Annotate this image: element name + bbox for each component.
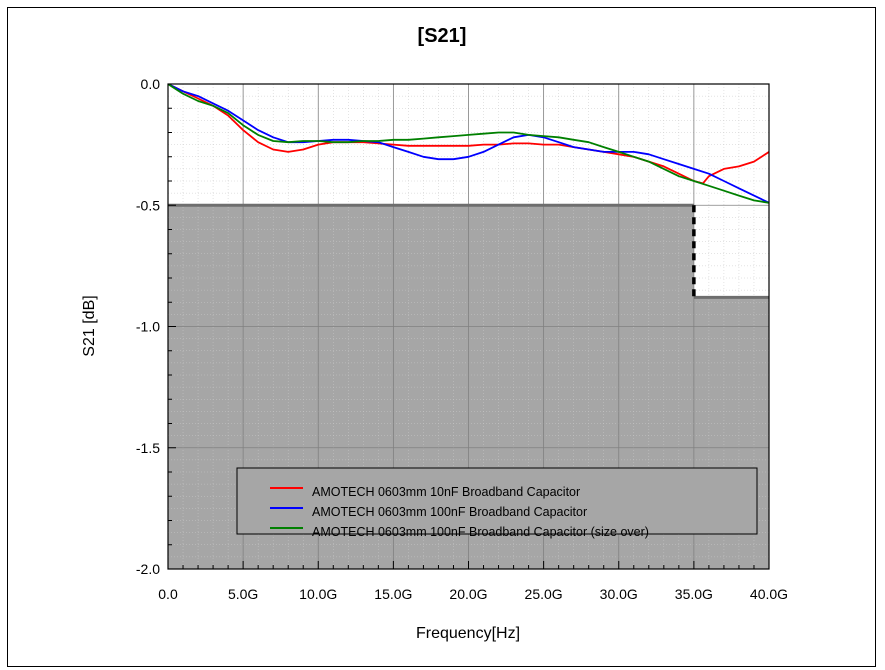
x-tick-label: 30.0G <box>600 586 638 602</box>
x-tick-label: 20.0G <box>449 586 487 602</box>
legend-box <box>236 467 758 535</box>
series-line-2 <box>168 84 769 204</box>
y-axis-ticks: 0.0 -0.5 -1.0 -1.5 -2.0 <box>136 76 176 577</box>
series-lines <box>168 84 769 204</box>
legend: AMOTECH 0603mm 10nF Broadband Capacitor A… <box>236 467 758 539</box>
legend-label-1: AMOTECH 0603mm 10nF Broadband Capacitor <box>312 485 580 499</box>
y-tick-label: -1.5 <box>136 440 160 456</box>
x-tick-label: 40.0G <box>750 586 788 602</box>
x-tick-label: 10.0G <box>299 586 337 602</box>
y-tick-label: -1.0 <box>136 319 160 335</box>
x-tick-label: 15.0G <box>374 586 412 602</box>
x-tick-label: 0.0 <box>158 586 178 602</box>
legend-label-2: AMOTECH 0603mm 100nF Broadband Capacitor <box>312 505 587 519</box>
y-tick-label: -2.0 <box>136 561 160 577</box>
series-line-1 <box>168 84 769 185</box>
x-tick-label: 5.0G <box>228 586 258 602</box>
series-line-3 <box>168 84 769 204</box>
legend-label-3: AMOTECH 0603mm 100nF Broadband Capacitor… <box>312 525 649 539</box>
limit-mask-edges <box>168 203 769 299</box>
x-axis-title: Frequency[Hz] <box>416 625 520 642</box>
y-axis-title: S21 [dB] <box>81 295 98 356</box>
x-tick-label: 25.0G <box>525 586 563 602</box>
chart-title: [S21] <box>418 25 467 47</box>
x-tick-label: 35.0G <box>675 586 713 602</box>
y-tick-label: 0.0 <box>141 76 161 92</box>
x-axis-ticks: 0.0 5.0G 10.0G 15.0G 20.0G 25.0G 30.0G 35.0G 40.… <box>158 561 788 602</box>
y-tick-label: -0.5 <box>136 197 160 213</box>
